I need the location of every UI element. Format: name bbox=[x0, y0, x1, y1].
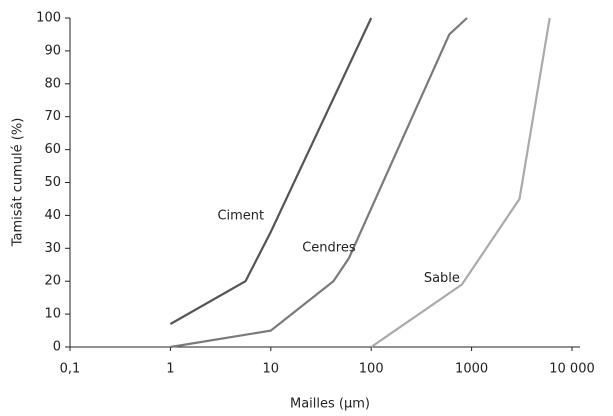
y-tick-label: 0 bbox=[53, 340, 61, 355]
y-tick-label: 20 bbox=[44, 274, 61, 289]
y-tick-label: 80 bbox=[44, 76, 61, 91]
x-tick-label: 1000 bbox=[455, 362, 488, 377]
x-tick-label: 10 bbox=[263, 362, 280, 377]
y-tick-label: 70 bbox=[44, 109, 61, 124]
series-label: Sable bbox=[424, 271, 460, 286]
y-tick-label: 90 bbox=[44, 43, 61, 58]
y-tick-label: 40 bbox=[44, 208, 61, 223]
y-tick-label: 30 bbox=[44, 241, 61, 256]
y-tick-label: 10 bbox=[44, 307, 61, 322]
series-label: Cendres bbox=[302, 241, 356, 256]
y-axis-title: Tamisât cumulé (%) bbox=[11, 118, 26, 248]
x-axis-title: Mailles (µm) bbox=[290, 397, 370, 412]
series-line bbox=[370, 17, 551, 348]
y-tick-label: 50 bbox=[44, 175, 61, 190]
series-line bbox=[170, 17, 468, 349]
x-tick-label: 0,1 bbox=[60, 362, 81, 377]
series-label: Ciment bbox=[217, 208, 264, 223]
series-line bbox=[169, 17, 373, 325]
y-tick-label: 60 bbox=[44, 142, 61, 157]
y-tick-label: 100 bbox=[36, 11, 61, 26]
x-tick-label: 100 bbox=[359, 362, 384, 377]
x-tick-label: 1 bbox=[166, 362, 174, 377]
x-tick-label: 10 000 bbox=[549, 362, 595, 377]
